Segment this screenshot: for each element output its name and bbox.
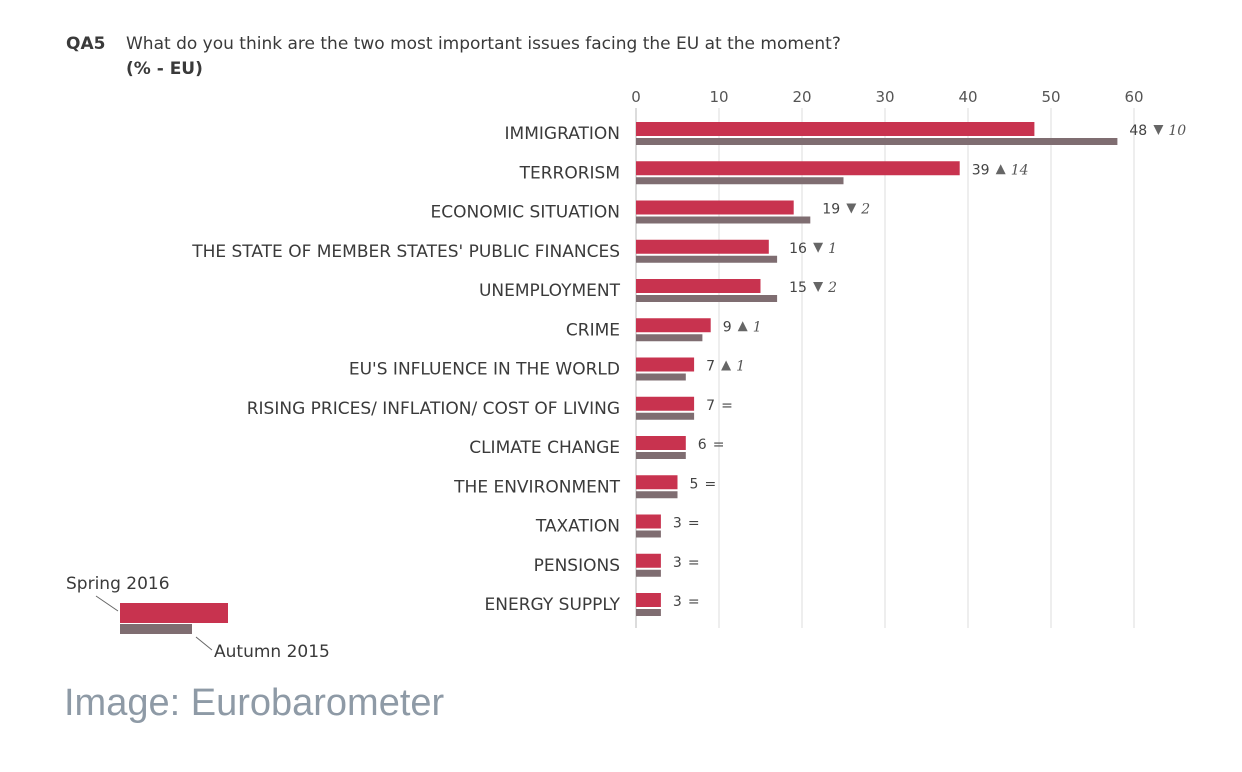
value-label: 7 [706, 398, 715, 414]
bar-spring-2016 [636, 514, 661, 529]
value-label: 48 [1129, 123, 1147, 139]
value-label: 15 [789, 280, 807, 296]
value-label: 3 [673, 516, 682, 532]
down-arrow-icon [813, 282, 824, 292]
bar-autumn-2015 [636, 412, 695, 420]
legend-swatch-autumn-2015 [120, 624, 192, 634]
bar-autumn-2015 [636, 530, 661, 538]
value-label: 7 [706, 359, 715, 375]
x-tick-label: 40 [958, 88, 977, 106]
unit-label: (% - EU) [126, 59, 203, 79]
value-label: 5 [690, 476, 699, 492]
bar-spring-2016 [636, 436, 686, 450]
category-label: RISING PRICES/ INFLATION/ COST OF LIVING [247, 399, 620, 419]
bar-spring-2016 [636, 122, 1035, 136]
category-label: THE STATE OF MEMBER STATES' PUBLIC FINAN… [191, 242, 620, 262]
category-label: CLIMATE CHANGE [469, 438, 620, 458]
change-label: 2 [860, 202, 870, 218]
down-arrow-icon [1153, 125, 1164, 135]
value-label: 3 [673, 555, 682, 571]
legend-label-spring-2016: Spring 2016 [66, 574, 170, 594]
change-label: 1 [753, 319, 762, 335]
question-code: QA5 [66, 34, 106, 54]
category-label: ECONOMIC SITUATION [431, 203, 620, 223]
x-tick-label: 30 [875, 88, 894, 106]
up-arrow-icon [995, 164, 1006, 175]
bar-autumn-2015 [636, 334, 703, 342]
down-arrow-icon [813, 242, 824, 253]
bar-autumn-2015 [636, 452, 686, 459]
category-label: THE ENVIRONMENT [453, 477, 620, 497]
change-label: 1 [736, 359, 745, 375]
category-label: EU'S INFLUENCE IN THE WORLD [349, 360, 620, 380]
category-label: TERRORISM [519, 163, 620, 183]
change-label: 10 [1168, 123, 1186, 139]
category-label: CRIME [566, 320, 620, 340]
change-label: = [721, 398, 733, 414]
bar-spring-2016 [636, 161, 960, 176]
bar-spring-2016 [636, 396, 695, 411]
up-arrow-icon [737, 321, 748, 332]
bar-spring-2016 [636, 279, 761, 293]
category-label: ENERGY SUPPLY [485, 595, 621, 615]
x-tick-label: 20 [792, 88, 811, 106]
legend-leader-line [95, 595, 119, 612]
change-label: 2 [827, 280, 837, 296]
bar-autumn-2015 [636, 569, 661, 577]
bar-autumn-2015 [636, 138, 1118, 145]
change-label: 1 [828, 241, 837, 257]
change-label: = [688, 516, 700, 532]
up-arrow-icon [721, 360, 732, 371]
value-label: 6 [698, 437, 707, 453]
value-label: 39 [972, 162, 990, 178]
bar-autumn-2015 [636, 255, 778, 263]
value-label: 3 [673, 594, 682, 610]
bar-spring-2016 [636, 318, 711, 333]
legend-leader-line [195, 636, 213, 651]
change-label: = [713, 437, 725, 453]
value-label: 19 [822, 202, 840, 218]
bar-autumn-2015 [636, 491, 678, 499]
value-label: 16 [789, 241, 807, 257]
bar-spring-2016 [636, 475, 678, 490]
category-label: IMMIGRATION [505, 124, 620, 144]
legend-label-autumn-2015: Autumn 2015 [214, 642, 330, 662]
legend-swatch-spring-2016 [120, 603, 228, 623]
x-tick-label: 50 [1041, 88, 1060, 106]
category-label: TAXATION [535, 517, 620, 537]
x-tick-label: 0 [631, 88, 641, 106]
change-label: = [688, 594, 700, 610]
bar-autumn-2015 [636, 216, 811, 224]
bar-spring-2016 [636, 200, 794, 215]
bar-spring-2016 [636, 553, 661, 568]
down-arrow-icon [846, 203, 857, 214]
image-caption: Image: Eurobarometer [64, 682, 445, 724]
bar-autumn-2015 [636, 295, 778, 302]
x-tick-label: 60 [1124, 88, 1143, 106]
x-tick-label: 10 [709, 88, 728, 106]
bar-spring-2016 [636, 239, 769, 254]
value-label: 9 [723, 319, 732, 335]
bar-autumn-2015 [636, 373, 686, 381]
category-label: UNEMPLOYMENT [479, 281, 621, 301]
change-label: = [705, 476, 717, 492]
category-label: PENSIONS [534, 556, 620, 576]
bar-autumn-2015 [636, 609, 661, 616]
bar-autumn-2015 [636, 177, 844, 185]
bar-spring-2016 [636, 593, 661, 607]
bar-spring-2016 [636, 357, 695, 372]
change-label: 14 [1011, 162, 1029, 178]
question-text: What do you think are the two most impor… [126, 34, 841, 54]
change-label: = [688, 555, 700, 571]
